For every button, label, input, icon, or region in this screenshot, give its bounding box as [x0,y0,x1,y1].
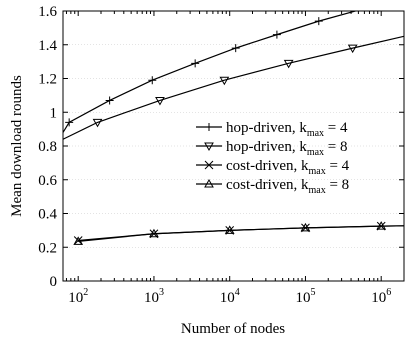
y-axis-label: Mean download rounds [9,75,25,217]
legend-label-text: hop-driven, k [226,139,307,155]
data-point-marker [105,96,114,105]
legend-marker [204,178,214,188]
legend-label-subscript: max [307,147,324,158]
legend-label-subscript: max [308,185,325,196]
legend-label-text: cost-driven, k [226,158,309,174]
legend-label: cost-driven, kmax = 8 [226,177,349,196]
x-tick-base: 10 [295,290,310,306]
series-line [63,11,358,133]
legend-label-value: = 4 [326,158,350,174]
y-tick-label: 0.6 [38,173,57,189]
data-point-marker [283,59,294,69]
series-line [78,225,404,242]
data-point-marker [272,30,281,39]
data-point-marker [65,118,74,127]
data-point-marker [347,44,358,54]
data-point-marker [73,236,84,245]
y-tick-label: 0.4 [38,207,57,223]
x-ticks: 102 103 104 105 106 [65,11,405,306]
legend-label-value: = 4 [324,120,348,136]
legend-label-value: = 8 [326,177,349,193]
legend-label-value: = 8 [324,139,347,155]
legend-label-subscript: max [307,128,324,139]
x-tick-exponent: 2 [83,287,88,298]
series-lines [63,11,404,242]
y-tick-label: 1 [50,105,58,121]
x-tick-label: 103 [144,287,164,306]
data-point-marker [224,225,235,234]
data-point-marker [73,236,83,245]
x-tick-label: 105 [295,287,315,306]
y-tick-label: 1.4 [38,38,57,54]
y-tick-label: 0.8 [38,139,57,155]
x-tick-base: 10 [371,290,386,306]
x-tick-exponent: 3 [159,287,164,298]
legend-label-subscript: max [308,166,325,177]
data-point-marker [191,59,200,68]
data-point-marker [155,96,165,106]
legend-label: hop-driven, kmax = 4 [226,120,348,139]
x-tick-base: 10 [220,290,235,306]
legend-label: hop-driven, kmax = 8 [226,139,348,158]
series-line [63,35,404,140]
data-point-marker [148,76,157,85]
legend-label-text: cost-driven, k [226,177,309,193]
y-tick-label: 0 [50,274,58,290]
x-tick-exponent: 5 [310,287,315,298]
x-tick-exponent: 4 [235,287,240,298]
series-markers [65,17,387,245]
x-axis-label: Number of nodes [181,321,285,337]
y-tick-label: 1.6 [38,4,57,20]
legend-marker [205,123,213,131]
data-point-marker [219,76,230,86]
legend-marker [204,160,214,170]
x-tick-base: 10 [144,290,159,306]
data-point-marker [314,17,323,26]
data-point-marker [376,221,387,230]
series-line [78,225,404,242]
legend-label: cost-driven, kmax = 4 [226,158,350,177]
x-tick-label: 104 [220,287,240,306]
x-tick-label: 102 [68,287,88,306]
data-point-marker [300,222,311,232]
x-tick-exponent: 6 [386,287,391,298]
y-tick-label: 0.2 [38,240,57,256]
data-point-marker [149,228,159,238]
legend-marker [204,142,214,152]
data-point-marker [92,118,103,128]
data-point-marker [231,44,240,53]
x-tick-base: 10 [68,290,83,306]
x-tick-label: 106 [371,287,391,306]
y-ticks: 0 0.2 0.4 0.6 0.8 1 1.2 1.4 1.6 [38,4,404,290]
legend-label-text: hop-driven, k [226,120,307,136]
y-tick-label: 1.2 [38,72,57,88]
